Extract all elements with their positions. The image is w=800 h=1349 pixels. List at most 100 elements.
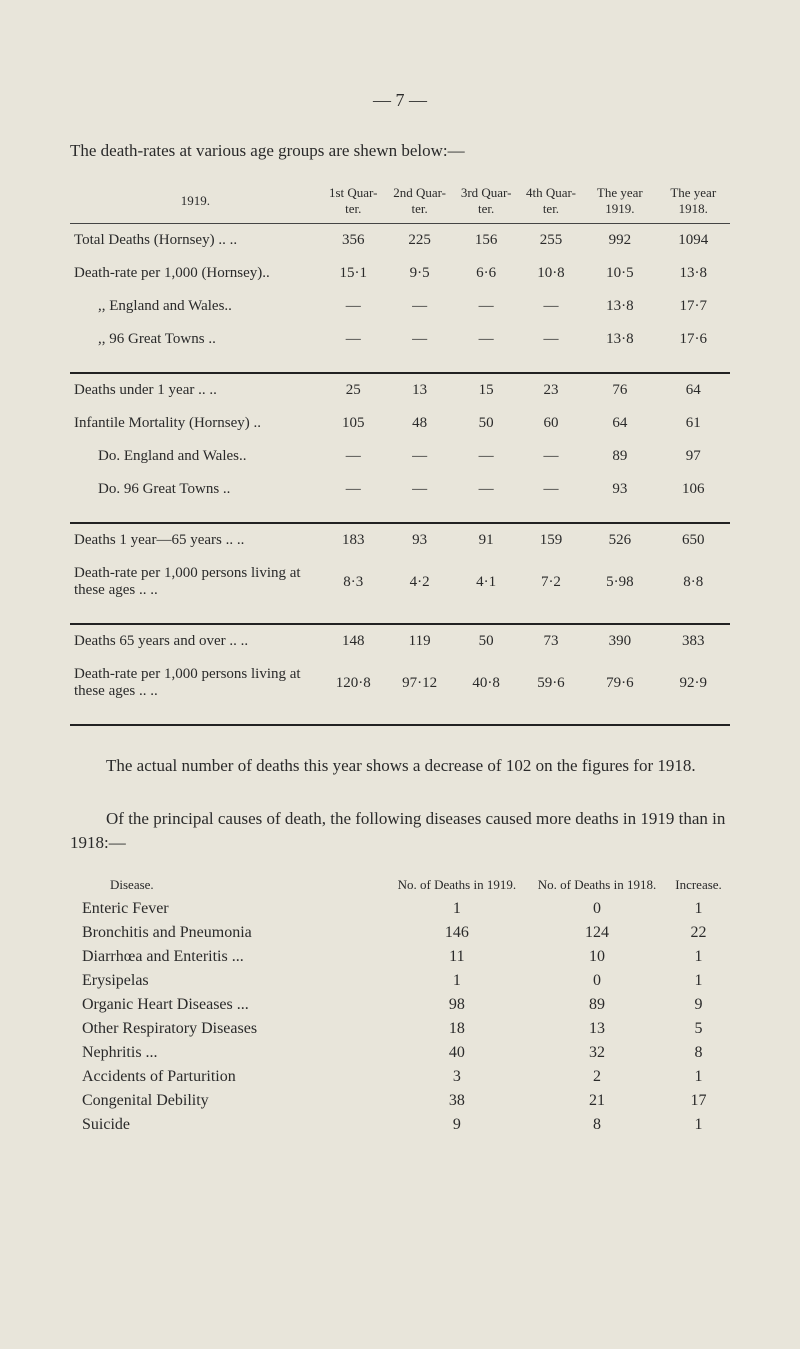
cell: — <box>519 440 584 473</box>
cell: 17·6 <box>656 323 730 356</box>
paragraph-causes-intro: Of the principal causes of death, the fo… <box>70 807 730 856</box>
cell: 97·12 <box>386 658 454 708</box>
causes-row: Congenital Debility382117 <box>70 1089 730 1113</box>
row-label: Deaths 1 year—65 years .. .. <box>70 523 321 557</box>
cell: 18 <box>387 1017 527 1041</box>
cell: 1 <box>667 1113 730 1137</box>
row-label: Death-rate per 1,000 persons living at t… <box>70 658 321 708</box>
cell: 255 <box>519 224 584 258</box>
row-label: Deaths under 1 year .. .. <box>70 373 321 407</box>
cell: 93 <box>386 523 454 557</box>
cell: 0 <box>527 969 667 993</box>
cell: — <box>454 440 519 473</box>
cell: 1 <box>667 1065 730 1089</box>
cell: — <box>519 323 584 356</box>
cell: 105 <box>321 407 386 440</box>
cell: 4·2 <box>386 557 454 607</box>
cell: 17·7 <box>656 290 730 323</box>
cell: 526 <box>583 523 656 557</box>
cell: 13·8 <box>656 257 730 290</box>
cell: 2 <box>527 1065 667 1089</box>
row-label: Do. 96 Great Towns .. <box>70 473 321 506</box>
cell: 0 <box>527 897 667 921</box>
cell: 106 <box>656 473 730 506</box>
th-q1: 1st Quar-ter. <box>321 179 386 224</box>
disease-name: Other Respiratory Diseases <box>70 1017 387 1041</box>
cell: 38 <box>387 1089 527 1113</box>
cell: 48 <box>386 407 454 440</box>
disease-name: Diarrhœa and Enteritis ... <box>70 945 387 969</box>
th-deaths-1919: No. of Deaths in 1919. <box>387 873 527 897</box>
cell: 23 <box>519 373 584 407</box>
cell: 119 <box>386 624 454 658</box>
disease-name: Organic Heart Diseases ... <box>70 993 387 1017</box>
cell: — <box>386 290 454 323</box>
table-row: Do. England and Wales..————8997 <box>70 440 730 473</box>
cell: 98 <box>387 993 527 1017</box>
cell: 64 <box>656 373 730 407</box>
cell: 10·8 <box>519 257 584 290</box>
cell: 992 <box>583 224 656 258</box>
cell: 25 <box>321 373 386 407</box>
cell: 148 <box>321 624 386 658</box>
disease-name: Erysipelas <box>70 969 387 993</box>
row-label: ,, England and Wales.. <box>70 290 321 323</box>
table-row: Infantile Mortality (Hornsey) ..10548506… <box>70 407 730 440</box>
cell: 11 <box>387 945 527 969</box>
row-label: Death-rate per 1,000 (Hornsey).. <box>70 257 321 290</box>
cell: 79·6 <box>583 658 656 708</box>
table-row: Death-rate per 1,000 (Hornsey)..15·19·56… <box>70 257 730 290</box>
cell: 1094 <box>656 224 730 258</box>
cell: 225 <box>386 224 454 258</box>
cell: 7·2 <box>519 557 584 607</box>
cell: 40 <box>387 1041 527 1065</box>
cell: 60 <box>519 407 584 440</box>
row-label: Deaths 65 years and over .. .. <box>70 624 321 658</box>
table-row: ,, England and Wales..————13·817·7 <box>70 290 730 323</box>
th-y1919: The year 1919. <box>583 179 656 224</box>
table-row: Death-rate per 1,000 persons living at t… <box>70 557 730 607</box>
cell: — <box>454 323 519 356</box>
disease-name: Congenital Debility <box>70 1089 387 1113</box>
row-label: Infantile Mortality (Hornsey) .. <box>70 407 321 440</box>
cell: 5 <box>667 1017 730 1041</box>
cell: 8 <box>667 1041 730 1065</box>
cell: 183 <box>321 523 386 557</box>
cell: 390 <box>583 624 656 658</box>
cell: — <box>386 323 454 356</box>
cell: 76 <box>583 373 656 407</box>
cell: 8·3 <box>321 557 386 607</box>
cell: — <box>454 473 519 506</box>
causes-row: Diarrhœa and Enteritis ...11101 <box>70 945 730 969</box>
causes-row: Erysipelas101 <box>70 969 730 993</box>
cell: 1 <box>667 969 730 993</box>
cell: 50 <box>454 624 519 658</box>
table-row: Do. 96 Great Towns ..————93106 <box>70 473 730 506</box>
cell: 650 <box>656 523 730 557</box>
disease-name: Enteric Fever <box>70 897 387 921</box>
cell: 92·9 <box>656 658 730 708</box>
th-disease: Disease. <box>70 873 387 897</box>
cell: 10·5 <box>583 257 656 290</box>
cell: — <box>321 473 386 506</box>
paragraph-decrease: The actual number of deaths this year sh… <box>70 754 730 779</box>
table-row: Deaths 1 year—65 years .. ..183939115952… <box>70 523 730 557</box>
table-row: Deaths 65 years and over .. ..1481195073… <box>70 624 730 658</box>
cell: — <box>321 440 386 473</box>
causes-row: Organic Heart Diseases ...98899 <box>70 993 730 1017</box>
cell: 3 <box>387 1065 527 1089</box>
disease-name: Accidents of Parturition <box>70 1065 387 1089</box>
cell: — <box>386 473 454 506</box>
cell: 356 <box>321 224 386 258</box>
cell: 17 <box>667 1089 730 1113</box>
disease-name: Nephritis ... <box>70 1041 387 1065</box>
cell: 13 <box>527 1017 667 1041</box>
cell: 120·8 <box>321 658 386 708</box>
cell: 91 <box>454 523 519 557</box>
cell: — <box>386 440 454 473</box>
cell: 146 <box>387 921 527 945</box>
cell: 10 <box>527 945 667 969</box>
cell: 50 <box>454 407 519 440</box>
cell: 22 <box>667 921 730 945</box>
cell: 21 <box>527 1089 667 1113</box>
